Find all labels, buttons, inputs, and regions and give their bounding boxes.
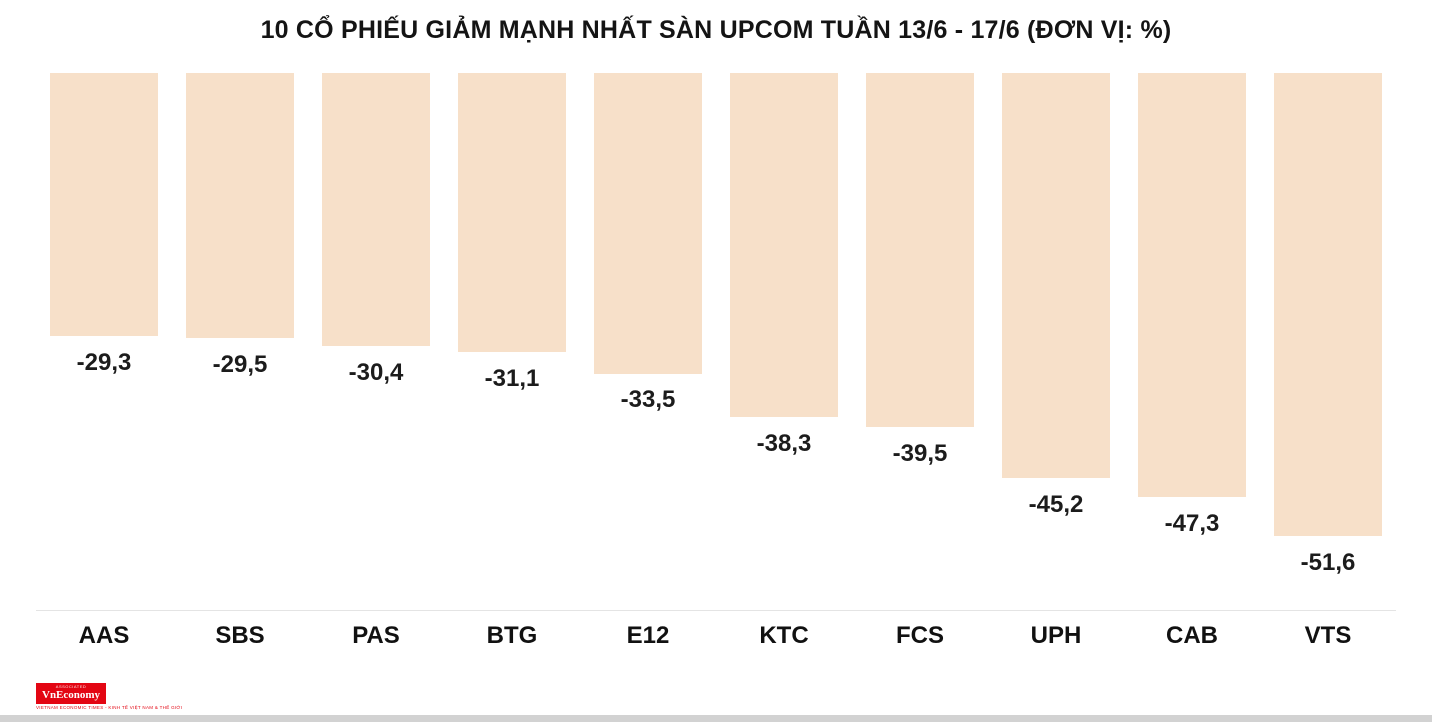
bar-ktc (730, 73, 838, 417)
value-label-sbs: -29,5 (212, 350, 268, 378)
vneconomy-logo-box: ASSOCIATED VnEconomy (36, 683, 107, 704)
value-label-e12: -33,5 (620, 386, 676, 414)
value-label-btg: -31,1 (484, 364, 540, 392)
bar-e12 (594, 73, 702, 374)
category-label-fcs: FCS (896, 622, 944, 649)
bottom-strip (0, 715, 1432, 722)
value-label-uph: -45,2 (1028, 491, 1084, 519)
bar-fcs (866, 73, 974, 428)
logo-text: VnEconomy (42, 689, 101, 701)
bar-aas (50, 73, 158, 336)
category-label-cab: CAB (1166, 622, 1218, 649)
value-label-cab: -47,3 (1164, 510, 1220, 538)
vneconomy-logo: ASSOCIATED VnEconomy VIETNAM ECONOMIC TI… (36, 683, 183, 710)
bar-vts (1274, 73, 1382, 536)
logo-top-text: ASSOCIATED (55, 684, 87, 689)
logo-subtext: VIETNAM ECONOMIC TIMES - KINH TẾ VIỆT NA… (36, 705, 183, 710)
value-label-ktc: -38,3 (756, 429, 812, 457)
chart-title: 10 CỔ PHIẾU GIẢM MẠNH NHẤT SÀN UPCOM TUẦ… (260, 16, 1172, 44)
category-label-ktc: KTC (759, 622, 809, 649)
x-axis-line (36, 610, 1396, 611)
category-label-e12: E12 (626, 622, 670, 649)
value-label-pas: -30,4 (348, 358, 404, 386)
category-label-sbs: SBS (215, 622, 265, 649)
value-label-aas: -29,3 (76, 348, 132, 376)
category-label-uph: UPH (1030, 622, 1082, 649)
category-label-vts: VTS (1304, 622, 1352, 649)
bar-chart-plot: -29,3 AAS -29,5 SBS -30,4 PAS -31,1 BTG -33,5 E12… (36, 0, 1396, 722)
bar-sbs (186, 73, 294, 338)
bar-pas (322, 73, 430, 346)
bar-uph (1002, 73, 1110, 479)
bar-btg (458, 73, 566, 352)
bar-cab (1138, 73, 1246, 498)
value-label-vts: -51,6 (1300, 548, 1356, 576)
value-label-fcs: -39,5 (892, 440, 948, 468)
category-label-aas: AAS (78, 622, 130, 649)
category-label-pas: PAS (352, 622, 400, 649)
category-label-btg: BTG (486, 622, 538, 649)
